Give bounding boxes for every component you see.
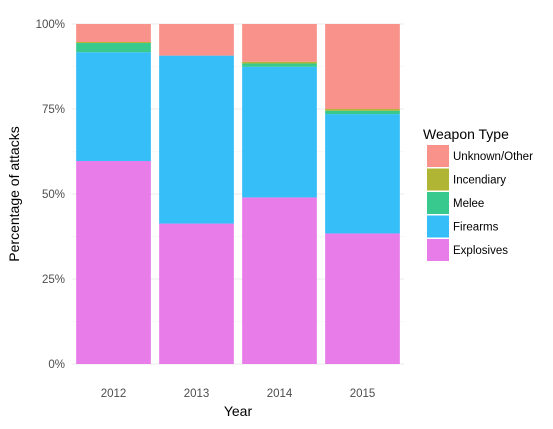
legend-title: Weapon Type (423, 126, 509, 142)
legend: Weapon Type Unknown/Other Incendiary Melee… (423, 126, 533, 261)
x-axis-ticks: 2012 2013 2014 2015 (101, 388, 376, 400)
bar-melee-2014 (242, 63, 317, 67)
y-axis-title: Percentage of attacks (6, 126, 22, 261)
y-tick-label: 75% (42, 104, 65, 116)
bar-firearms-2014 (242, 66, 317, 198)
bar-explosives-2013 (159, 223, 234, 364)
x-tick-label: 2012 (101, 388, 127, 400)
legend-key-firearms (427, 215, 449, 238)
bar-incendiary-2014 (242, 61, 317, 64)
bar-firearms-2013 (159, 55, 234, 224)
x-axis-title: Year (224, 403, 253, 419)
x-tick-label: 2013 (184, 388, 210, 400)
x-tick-label: 2015 (350, 388, 376, 400)
legend-key-unknown-other (427, 145, 449, 167)
bar-firearms-2012 (76, 52, 151, 162)
bar-explosives-2012 (76, 161, 151, 364)
legend-label: Incendiary (453, 175, 506, 187)
bar-explosives-2014 (242, 197, 317, 364)
y-tick-label: 100% (36, 19, 65, 31)
x-tick-label: 2014 (267, 388, 293, 400)
y-axis-ticks: 0% 25% 50% 75% 100% (36, 19, 65, 371)
bar-incendiary-2012 (76, 42, 151, 44)
bar-explosives-2015 (325, 233, 400, 364)
bar-melee-2015 (325, 110, 400, 115)
bar-unknown-other-2014 (242, 24, 317, 62)
y-tick-label: 0% (48, 359, 65, 371)
bar-unknown-other-2015 (325, 24, 400, 109)
legend-label: Unknown/Other (453, 151, 533, 163)
bar-melee-2012 (76, 43, 151, 53)
bar-incendiary-2015 (325, 109, 400, 111)
legend-label: Firearms (453, 222, 499, 234)
bar-unknown-other-2012 (76, 24, 151, 43)
legend-key-explosives (427, 239, 449, 261)
legend-label: Melee (453, 198, 484, 210)
bars (76, 24, 400, 364)
bar-unknown-other-2013 (159, 24, 234, 56)
y-tick-label: 50% (42, 189, 65, 201)
legend-key-incendiary (427, 168, 449, 191)
y-tick-label: 25% (42, 274, 65, 286)
bar-firearms-2015 (325, 114, 400, 234)
legend-key-melee (427, 192, 449, 214)
legend-label: Explosives (453, 245, 508, 257)
